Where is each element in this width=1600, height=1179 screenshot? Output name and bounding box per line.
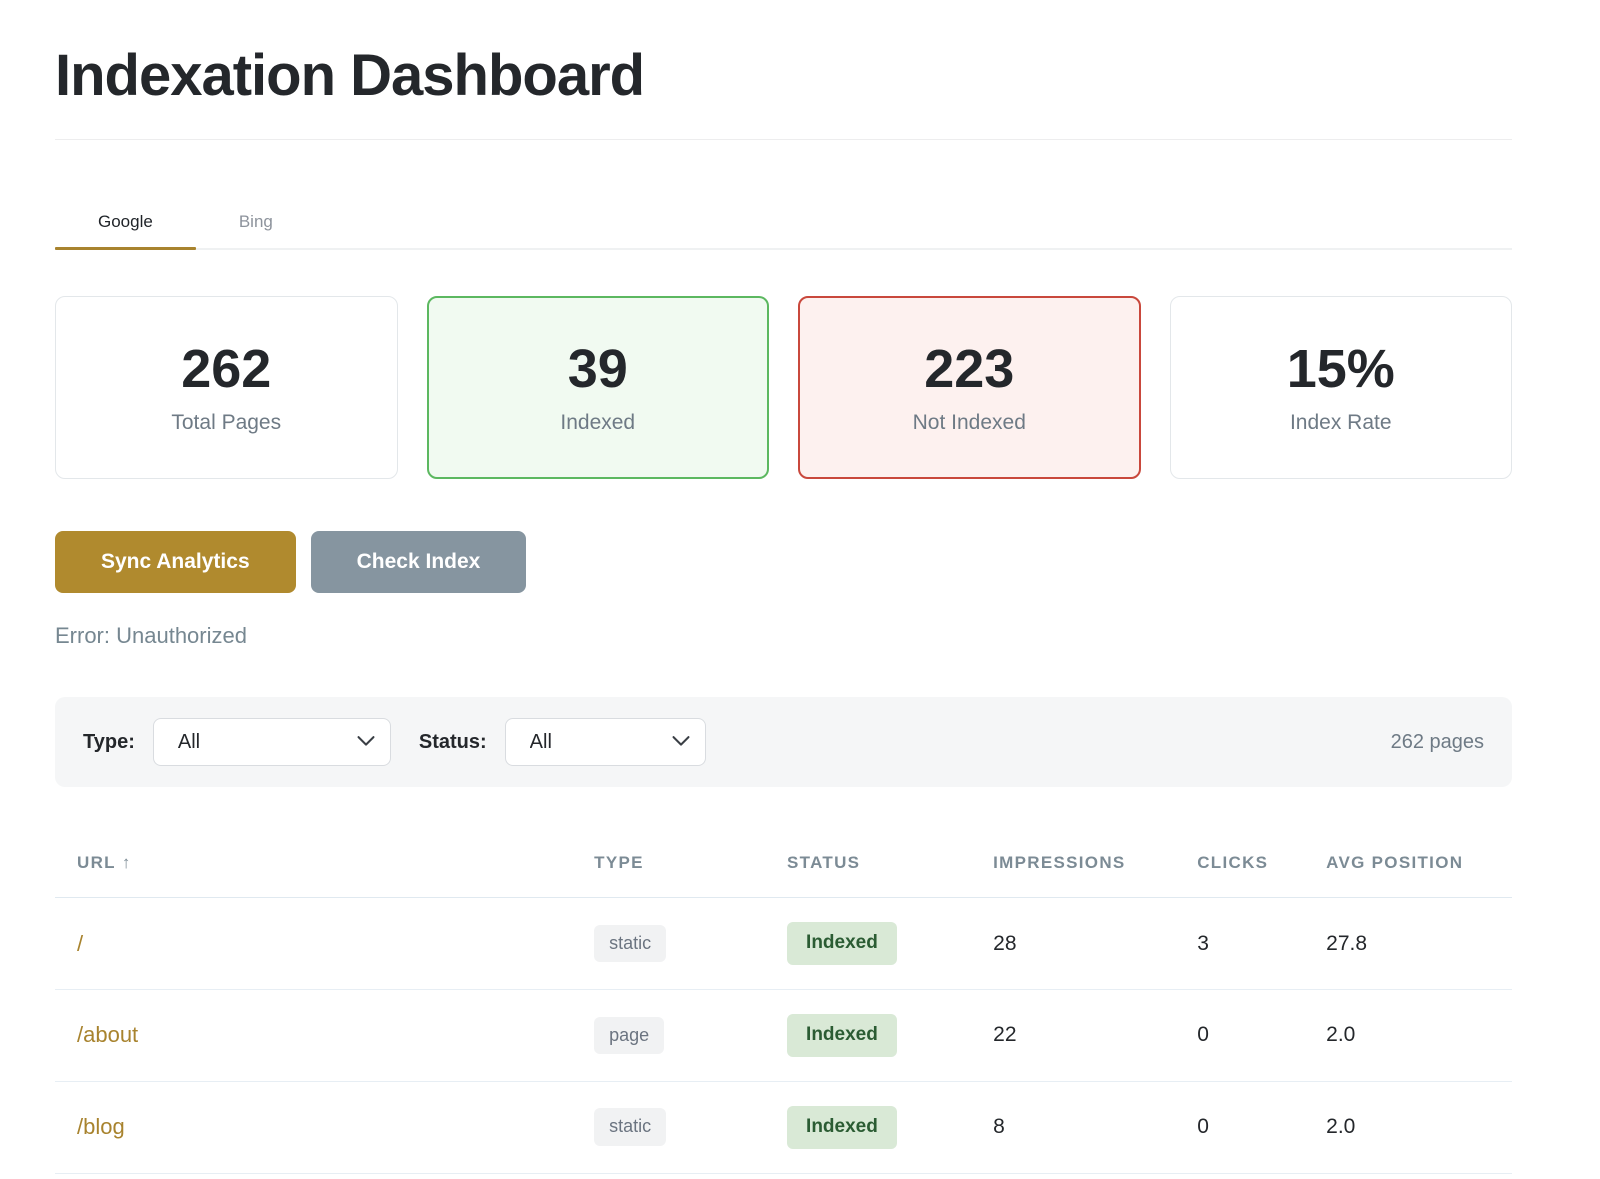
stat-card-total-pages: 262 Total Pages — [55, 296, 398, 479]
column-header-impressions[interactable]: IMPRESSIONS — [993, 827, 1198, 899]
column-header-type[interactable]: TYPE — [594, 827, 788, 899]
stat-card-index-rate: 15% Index Rate — [1169, 296, 1512, 479]
type-filter-group: Type: All — [83, 718, 391, 767]
indexed-value: 39 — [567, 338, 628, 399]
type-filter-select[interactable]: All — [152, 718, 391, 767]
table-row: /about page Indexed 22 0 2.0 — [55, 989, 1512, 1082]
column-header-clicks[interactable]: CLICKS — [1197, 827, 1327, 899]
pages-table: URL ↑ TYPE STATUS IMPRESSIONS CLICKS AVG … — [55, 827, 1512, 1174]
column-header-status[interactable]: STATUS — [787, 827, 994, 899]
total-pages-value: 262 — [181, 338, 272, 399]
status-filter-select[interactable]: All — [504, 718, 706, 767]
impressions-value: 22 — [993, 989, 1198, 1082]
url-link[interactable]: /about — [77, 1022, 139, 1048]
impressions-value: 28 — [993, 897, 1198, 991]
stat-card-not-indexed: 223 Not Indexed — [798, 296, 1141, 479]
tab-google[interactable]: Google — [55, 202, 196, 250]
avg-position-value: 27.8 — [1326, 897, 1512, 991]
check-index-button[interactable]: Check Index — [310, 531, 527, 594]
table-row: / static Indexed 28 3 27.8 — [55, 897, 1512, 991]
avg-position-value: 2.0 — [1326, 1081, 1512, 1174]
stats-grid: 262 Total Pages 39 Indexed 223 Not Index… — [55, 296, 1512, 479]
index-rate-value: 15% — [1286, 338, 1395, 399]
index-rate-label: Index Rate — [1289, 411, 1392, 435]
column-header-avg-position[interactable]: AVG POSITION — [1326, 827, 1512, 899]
type-badge: static — [594, 1108, 667, 1147]
page-count: 262 pages — [1390, 730, 1484, 753]
status-badge: Indexed — [787, 1014, 897, 1057]
filter-bar: Type: All Status: All 262 pages — [55, 697, 1512, 788]
table-row: /blog static Indexed 8 0 2.0 — [55, 1081, 1512, 1174]
status-filter-wrap: All — [504, 718, 706, 767]
impressions-value: 8 — [993, 1081, 1198, 1174]
pages-table-header: URL ↑ TYPE STATUS IMPRESSIONS CLICKS AVG … — [55, 827, 1512, 899]
status-filter-label: Status: — [418, 730, 487, 753]
action-buttons: Sync Analytics Check Index — [55, 531, 1512, 594]
indexed-label: Indexed — [560, 411, 636, 435]
status-badge: Indexed — [787, 922, 897, 966]
clicks-value: 0 — [1197, 1081, 1327, 1174]
avg-position-value: 2.0 — [1326, 989, 1512, 1082]
search-engine-tabs: Google Bing — [55, 202, 1512, 250]
type-filter-label: Type: — [83, 730, 135, 753]
error-message: Error: Unauthorized — [55, 623, 247, 649]
total-pages-label: Total Pages — [171, 411, 282, 435]
page-title: Indexation Dashboard — [55, 43, 645, 108]
url-link[interactable]: / — [77, 930, 84, 956]
tab-bing[interactable]: Bing — [196, 202, 316, 248]
column-header-url[interactable]: URL ↑ — [55, 827, 595, 899]
clicks-value: 0 — [1197, 989, 1327, 1082]
type-filter-wrap: All — [152, 718, 391, 767]
sync-analytics-button[interactable]: Sync Analytics — [55, 531, 296, 594]
clicks-value: 3 — [1197, 897, 1327, 991]
not-indexed-value: 223 — [924, 338, 1015, 399]
sort-ascending-icon: ↑ — [121, 853, 131, 873]
not-indexed-label: Not Indexed — [912, 411, 1026, 435]
title-divider — [55, 139, 1512, 140]
type-badge: static — [594, 924, 667, 963]
type-badge: page — [594, 1016, 665, 1055]
url-link[interactable]: /blog — [77, 1114, 125, 1140]
status-badge: Indexed — [787, 1105, 897, 1149]
stat-card-indexed: 39 Indexed — [426, 296, 769, 479]
status-filter-group: Status: All — [418, 718, 706, 767]
